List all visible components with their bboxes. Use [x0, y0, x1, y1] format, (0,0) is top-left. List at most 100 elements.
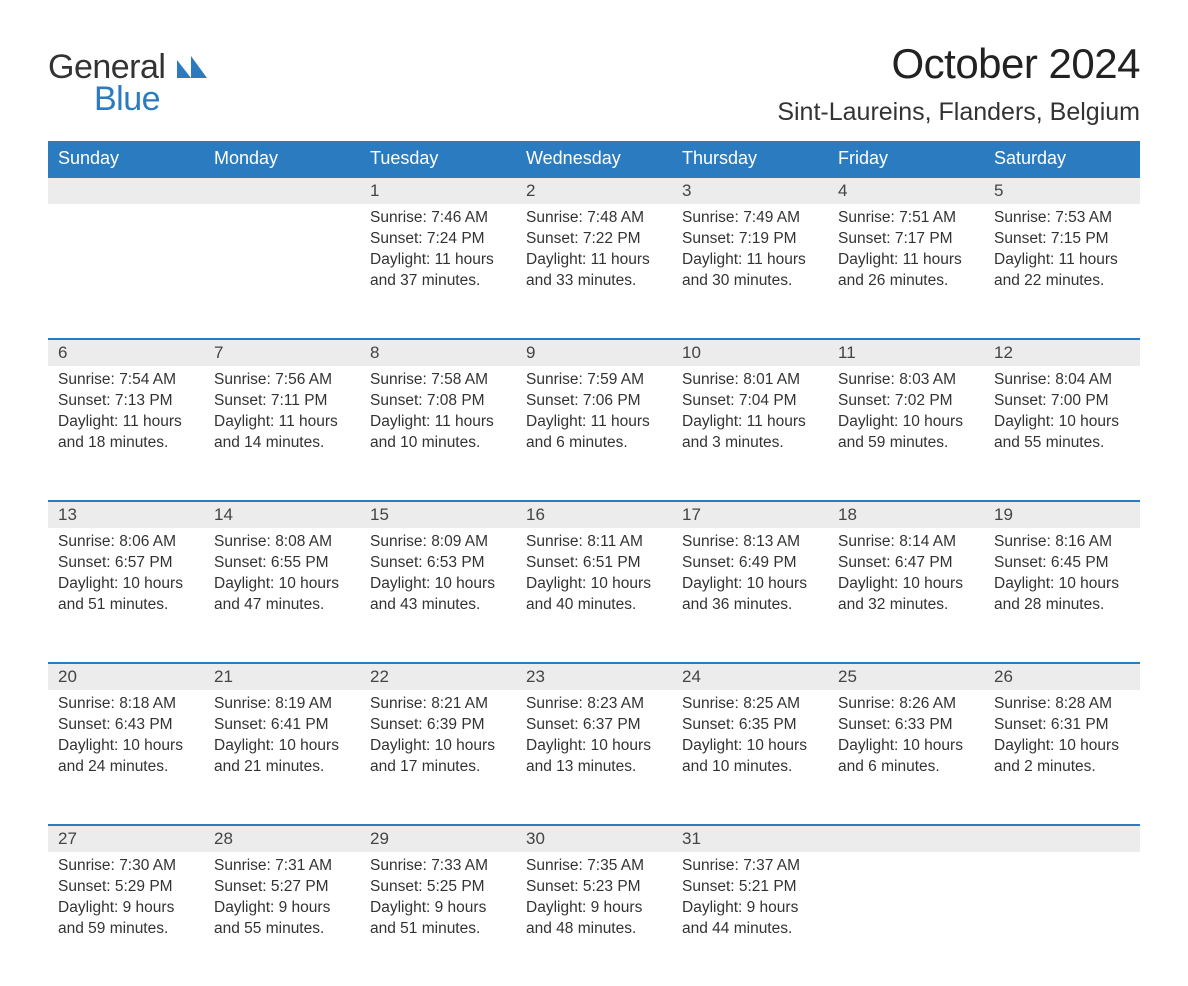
sunset-line: Sunset: 6:51 PM: [526, 553, 662, 574]
sunset-label: Sunset:: [214, 716, 267, 733]
daylight-label: Daylight:: [214, 413, 274, 430]
location-subtitle: Sint-Laureins, Flanders, Belgium: [777, 98, 1140, 127]
sunset-line: Sunset: 7:02 PM: [838, 391, 974, 412]
sunrise-line: Sunrise: 7:56 AM: [214, 370, 350, 391]
sunrise-line: Sunrise: 8:19 AM: [214, 694, 350, 715]
weekday-header: Friday: [828, 141, 984, 176]
daylight-label: Daylight:: [58, 899, 118, 916]
sunrise-value: 8:28 AM: [1055, 695, 1112, 712]
calendar-cell: [204, 204, 360, 338]
sunrise-line: Sunrise: 8:14 AM: [838, 532, 974, 553]
calendar-cell: Sunrise: 8:25 AMSunset: 6:35 PMDaylight:…: [672, 690, 828, 824]
daylight-label: Daylight:: [994, 251, 1054, 268]
sunset-line: Sunset: 6:37 PM: [526, 715, 662, 736]
sunrise-value: 7:51 AM: [899, 209, 956, 226]
sunset-value: 6:31 PM: [1051, 716, 1109, 733]
daylight-label: Daylight:: [370, 251, 430, 268]
daylight-line: Daylight: 9 hours and 51 minutes.: [370, 898, 506, 940]
sunset-line: Sunset: 7:15 PM: [994, 229, 1130, 250]
sunrise-label: Sunrise:: [838, 695, 895, 712]
daylight-line: Daylight: 11 hours and 33 minutes.: [526, 250, 662, 292]
sunrise-value: 8:18 AM: [119, 695, 176, 712]
daylight-label: Daylight:: [214, 737, 274, 754]
sunset-line: Sunset: 5:25 PM: [370, 877, 506, 898]
sunrise-label: Sunrise:: [370, 209, 427, 226]
calendar-cell: Sunrise: 7:37 AMSunset: 5:21 PMDaylight:…: [672, 852, 828, 986]
sunset-line: Sunset: 6:33 PM: [838, 715, 974, 736]
day-number: 16: [516, 500, 672, 528]
daylight-label: Daylight:: [682, 251, 742, 268]
sunset-label: Sunset:: [526, 554, 579, 571]
daylight-line: Daylight: 11 hours and 6 minutes.: [526, 412, 662, 454]
sunset-value: 7:02 PM: [895, 392, 953, 409]
sunset-label: Sunset:: [58, 554, 111, 571]
day-number: 6: [48, 338, 204, 366]
brand-logo: General Blue: [48, 40, 207, 116]
sunrise-line: Sunrise: 7:51 AM: [838, 208, 974, 229]
sunset-label: Sunset:: [994, 230, 1047, 247]
daylight-label: Daylight:: [838, 575, 898, 592]
sunset-value: 7:11 PM: [271, 392, 328, 409]
sunset-label: Sunset:: [370, 716, 423, 733]
day-number: 29: [360, 824, 516, 852]
sunrise-line: Sunrise: 7:54 AM: [58, 370, 194, 391]
sunset-value: 5:29 PM: [115, 878, 173, 895]
sunrise-label: Sunrise:: [994, 371, 1051, 388]
sunset-value: 6:33 PM: [895, 716, 953, 733]
sunset-value: 7:04 PM: [739, 392, 797, 409]
sunset-value: 6:35 PM: [739, 716, 797, 733]
sunrise-label: Sunrise:: [682, 695, 739, 712]
sunset-label: Sunset:: [994, 554, 1047, 571]
daylight-label: Daylight:: [526, 413, 586, 430]
daylight-line: Daylight: 11 hours and 10 minutes.: [370, 412, 506, 454]
sunrise-value: 8:11 AM: [587, 533, 643, 550]
calendar-cell: Sunrise: 8:08 AMSunset: 6:55 PMDaylight:…: [204, 528, 360, 662]
sunrise-line: Sunrise: 8:08 AM: [214, 532, 350, 553]
sunrise-value: 7:46 AM: [431, 209, 488, 226]
sunrise-line: Sunrise: 8:21 AM: [370, 694, 506, 715]
sunset-label: Sunset:: [370, 878, 423, 895]
sunrise-value: 7:49 AM: [743, 209, 800, 226]
sunrise-value: 8:19 AM: [275, 695, 332, 712]
daylight-line: Daylight: 9 hours and 55 minutes.: [214, 898, 350, 940]
sunset-line: Sunset: 6:41 PM: [214, 715, 350, 736]
calendar-cell: Sunrise: 8:04 AMSunset: 7:00 PMDaylight:…: [984, 366, 1140, 500]
daylight-label: Daylight:: [682, 737, 742, 754]
daylight-line: Daylight: 10 hours and 55 minutes.: [994, 412, 1130, 454]
day-number: 30: [516, 824, 672, 852]
day-number: 11: [828, 338, 984, 366]
daylight-line: Daylight: 10 hours and 51 minutes.: [58, 574, 194, 616]
sunrise-label: Sunrise:: [526, 695, 583, 712]
daylight-line: Daylight: 10 hours and 6 minutes.: [838, 736, 974, 778]
daylight-label: Daylight:: [526, 251, 586, 268]
day-number: 10: [672, 338, 828, 366]
sunset-value: 6:37 PM: [583, 716, 641, 733]
daylight-line: Daylight: 10 hours and 36 minutes.: [682, 574, 818, 616]
daylight-label: Daylight:: [994, 737, 1054, 754]
sunrise-value: 7:59 AM: [587, 371, 644, 388]
sunset-line: Sunset: 6:43 PM: [58, 715, 194, 736]
sunrise-line: Sunrise: 7:48 AM: [526, 208, 662, 229]
sunrise-label: Sunrise:: [526, 371, 583, 388]
calendar-cell: Sunrise: 8:21 AMSunset: 6:39 PMDaylight:…: [360, 690, 516, 824]
sunrise-label: Sunrise:: [682, 857, 739, 874]
daylight-line: Daylight: 10 hours and 32 minutes.: [838, 574, 974, 616]
sunrise-line: Sunrise: 7:31 AM: [214, 856, 350, 877]
sunset-label: Sunset:: [682, 392, 735, 409]
calendar-cell: Sunrise: 7:53 AMSunset: 7:15 PMDaylight:…: [984, 204, 1140, 338]
sunset-value: 6:39 PM: [427, 716, 485, 733]
daylight-label: Daylight:: [370, 575, 430, 592]
daylight-line: Daylight: 10 hours and 13 minutes.: [526, 736, 662, 778]
sunrise-label: Sunrise:: [370, 857, 427, 874]
brand-word-2: Blue: [94, 82, 207, 116]
daylight-line: Daylight: 9 hours and 48 minutes.: [526, 898, 662, 940]
calendar-cell: Sunrise: 8:13 AMSunset: 6:49 PMDaylight:…: [672, 528, 828, 662]
daylight-label: Daylight:: [526, 737, 586, 754]
sunrise-label: Sunrise:: [526, 533, 583, 550]
day-number: 24: [672, 662, 828, 690]
sunrise-label: Sunrise:: [526, 857, 583, 874]
calendar-cell: Sunrise: 7:48 AMSunset: 7:22 PMDaylight:…: [516, 204, 672, 338]
sunrise-line: Sunrise: 8:03 AM: [838, 370, 974, 391]
sunrise-line: Sunrise: 8:23 AM: [526, 694, 662, 715]
daylight-line: Daylight: 10 hours and 59 minutes.: [838, 412, 974, 454]
